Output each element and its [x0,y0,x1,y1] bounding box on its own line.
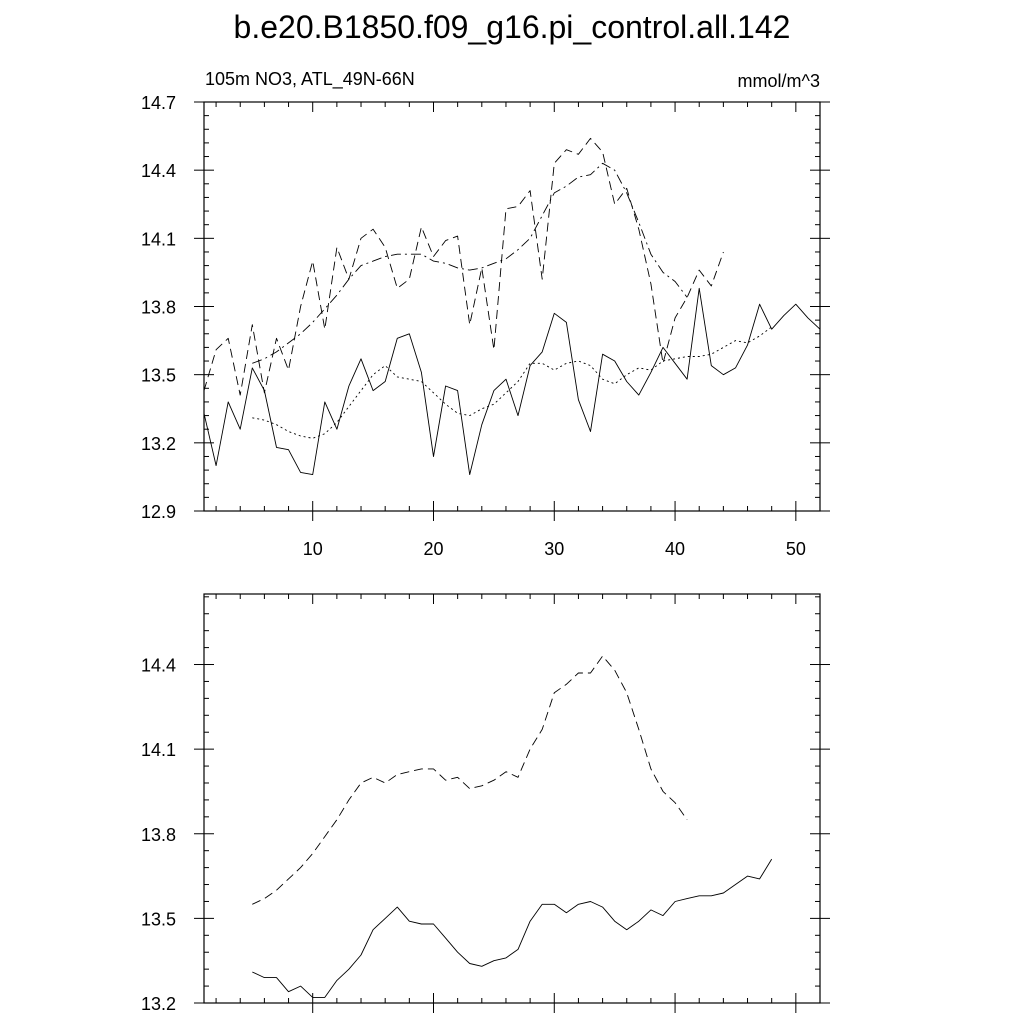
panel1-units-label: mmol/m^3 [738,71,820,91]
y-tick-label: 13.5 [141,366,176,386]
x-tick-label: 30 [544,539,564,559]
panel1-subtitle-left: 105m NO3, ATL_49N-66N [205,69,415,90]
bottom-panel: 13.2 13.5 13.8 14.1 14.4 [141,593,830,1014]
series-line-dash-dot [252,162,688,364]
y-tick-label: 14.1 [141,740,176,760]
y-tick-label: 14.7 [141,93,176,113]
x-tick-label: 10 [303,539,323,559]
y-tick-label: 13.8 [141,298,176,318]
plot-frame [203,101,821,512]
y-tick-label: 14.4 [141,656,176,676]
y-tick-label: 12.9 [141,502,176,522]
y-tick-label: 14.1 [141,229,176,249]
x-tick-label: 20 [423,539,443,559]
y-tick-label: 13.8 [141,825,176,845]
y-tick-label: 13.5 [141,909,176,929]
series-line-dotted [252,326,772,439]
y-tick-label: 13.2 [141,994,176,1014]
x-tick-label: 50 [786,539,806,559]
series-line-solid [252,858,773,998]
top-panel: 10 20 30 40 50 12.9 13.2 13.5 13.8 14.1 14.4 14.7 [141,93,830,559]
plot-frame [203,593,821,1004]
x-tick-label: 40 [665,539,685,559]
series-line-solid [203,287,821,476]
series-line-dashed [203,137,724,396]
chart-title: b.e20.B1850.f09_g16.pi_control.all.142 [234,9,791,45]
y-tick-label: 13.2 [141,434,176,454]
y-tick-label: 14.4 [141,161,176,181]
series-line-dashed [252,655,688,905]
